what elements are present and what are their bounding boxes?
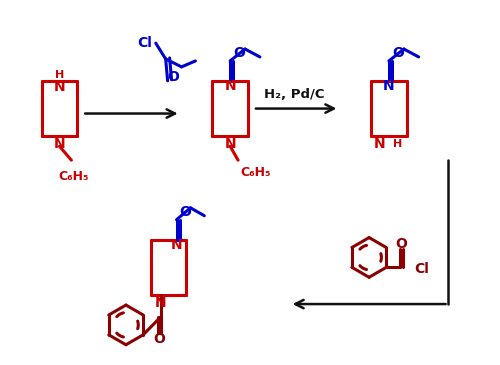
Text: N: N [171, 238, 182, 251]
Text: O: O [168, 70, 179, 84]
Text: Cl: Cl [414, 262, 429, 276]
Text: N: N [224, 137, 236, 151]
Text: O: O [233, 46, 245, 60]
Text: O: O [180, 205, 192, 219]
Text: H₂, Pd/C: H₂, Pd/C [264, 88, 325, 101]
Text: Cl: Cl [137, 36, 152, 50]
Text: N: N [383, 79, 394, 93]
Text: C₆H₅: C₆H₅ [240, 166, 270, 179]
Text: N: N [224, 79, 236, 93]
Text: N: N [54, 137, 66, 151]
Text: O: O [395, 237, 407, 250]
Text: H: H [55, 70, 64, 80]
Text: N: N [54, 80, 66, 94]
Text: H: H [393, 139, 402, 149]
Text: C₆H₅: C₆H₅ [58, 170, 88, 183]
Text: N: N [155, 296, 166, 310]
Text: O: O [153, 332, 164, 346]
Text: N: N [374, 137, 385, 151]
Text: O: O [392, 46, 404, 60]
